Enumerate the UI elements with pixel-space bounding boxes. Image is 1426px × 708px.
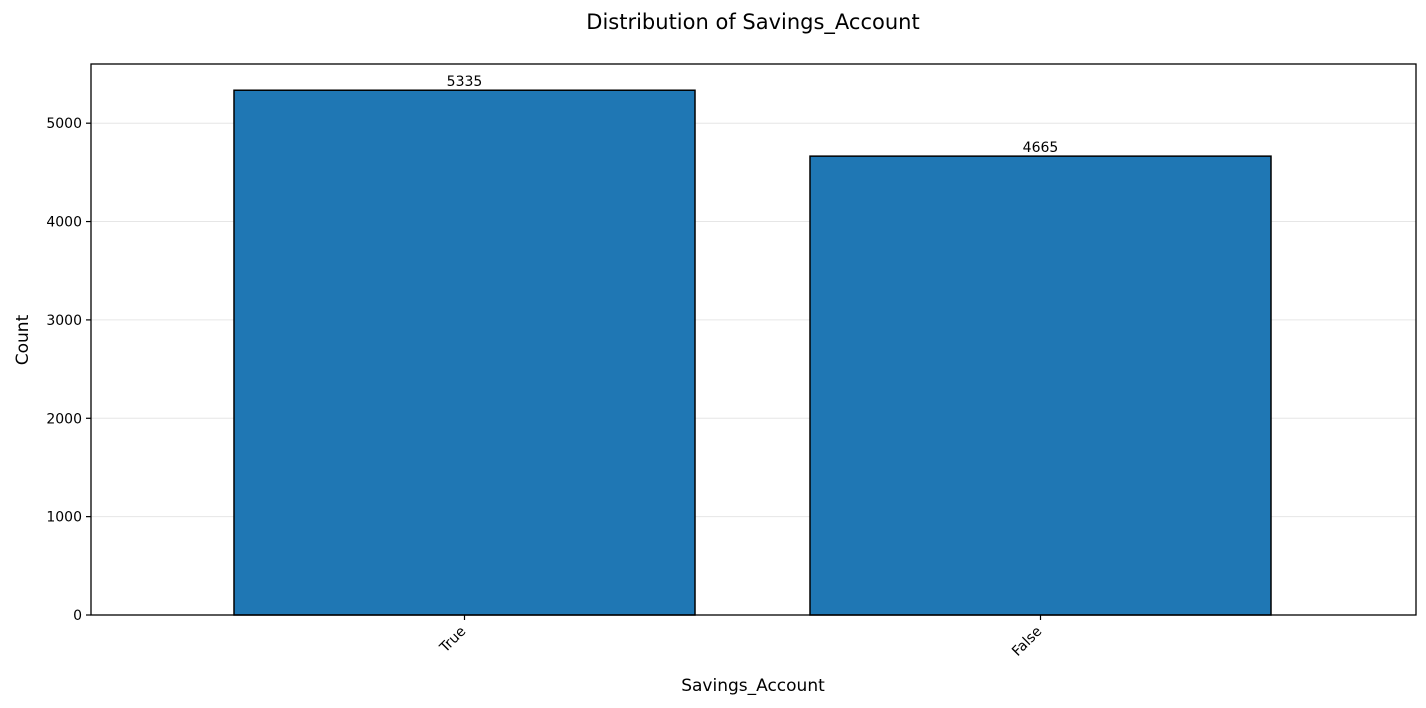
bar-value-label: 4665 <box>1023 140 1059 156</box>
bars <box>233 89 1272 616</box>
y-tick-label: 3000 <box>46 313 82 329</box>
chart-title: Distribution of Savings_Account <box>586 10 919 35</box>
data-labels: 5335 4665 <box>447 74 1059 156</box>
x-tick-label: True <box>436 624 469 657</box>
y-tick-label: 5000 <box>46 116 82 132</box>
y-tick-label: 1000 <box>46 510 82 526</box>
y-axis-ticks: 0 1000 2000 3000 4000 5000 <box>46 116 91 624</box>
y-axis-label: Count <box>13 314 33 365</box>
x-axis-ticks: True False <box>436 615 1045 660</box>
plot-area-frame <box>90 63 1417 616</box>
x-tick-label: False <box>1009 624 1045 660</box>
bar <box>233 89 696 616</box>
bar <box>809 155 1272 616</box>
bar-value-label: 5335 <box>447 74 483 90</box>
x-axis-label: Savings_Account <box>681 676 825 696</box>
y-tick-label: 4000 <box>46 215 82 231</box>
y-tick-label: 2000 <box>46 411 82 427</box>
y-tick-label: 0 <box>73 608 82 624</box>
